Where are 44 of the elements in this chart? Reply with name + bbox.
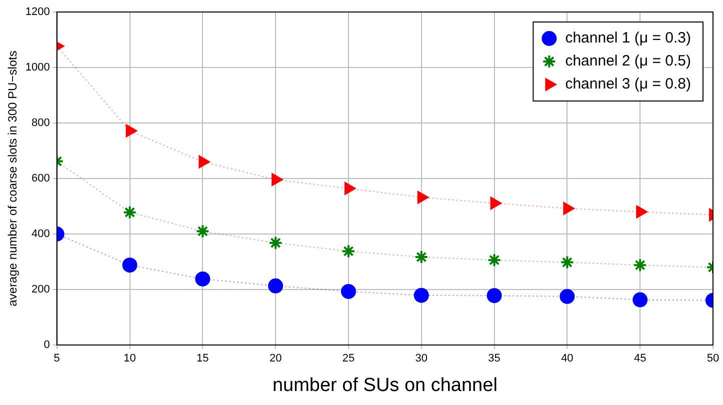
point [344, 182, 356, 196]
point [490, 196, 502, 210]
y-tick-label: 800 [32, 117, 50, 130]
x-tick-label: 35 [488, 352, 500, 365]
point [198, 155, 210, 168]
y-tick-label: 400 [32, 228, 50, 240]
legend-label: channel 2 (μ = 0.5) [565, 52, 692, 70]
point [560, 288, 575, 304]
point [341, 244, 356, 258]
x-tick-label: 20 [269, 352, 282, 365]
point [633, 258, 648, 272]
x-tick-label: 45 [634, 352, 646, 365]
point [486, 288, 502, 304]
point [632, 292, 648, 308]
x-tick-label: 25 [342, 352, 355, 365]
point [122, 205, 137, 220]
point [268, 278, 284, 294]
point [414, 288, 429, 303]
x-axis-title: number of SUs on channel [272, 374, 498, 396]
y-tick-label: 600 [32, 172, 50, 185]
point [340, 284, 356, 299]
point [560, 255, 574, 270]
y-tick-label: 1200 [25, 6, 50, 18]
point [195, 271, 210, 286]
x-tick-label: 15 [196, 352, 209, 365]
point [272, 173, 284, 186]
x-tick-label: 40 [561, 352, 574, 365]
point [122, 258, 138, 273]
point [414, 250, 428, 264]
x-tick-label: 30 [415, 352, 428, 365]
y-tick-label: 1000 [25, 62, 50, 74]
x-tick-label: 5 [54, 352, 60, 365]
point [417, 190, 429, 204]
x-tick-label: 50 [706, 352, 720, 365]
y-axis-title: average number of coarse slots in 300 PU−slots [6, 50, 20, 306]
y-tick-label: 200 [32, 284, 50, 296]
point [196, 224, 210, 238]
point [268, 236, 283, 250]
point [487, 253, 502, 268]
legend-label: channel 1 (μ = 0.3) [565, 30, 692, 47]
point [126, 124, 138, 138]
legend-label: channel 3 (μ = 0.8) [565, 76, 692, 93]
y-tick-label: 0 [44, 339, 50, 352]
x-tick-label: 10 [124, 352, 136, 365]
